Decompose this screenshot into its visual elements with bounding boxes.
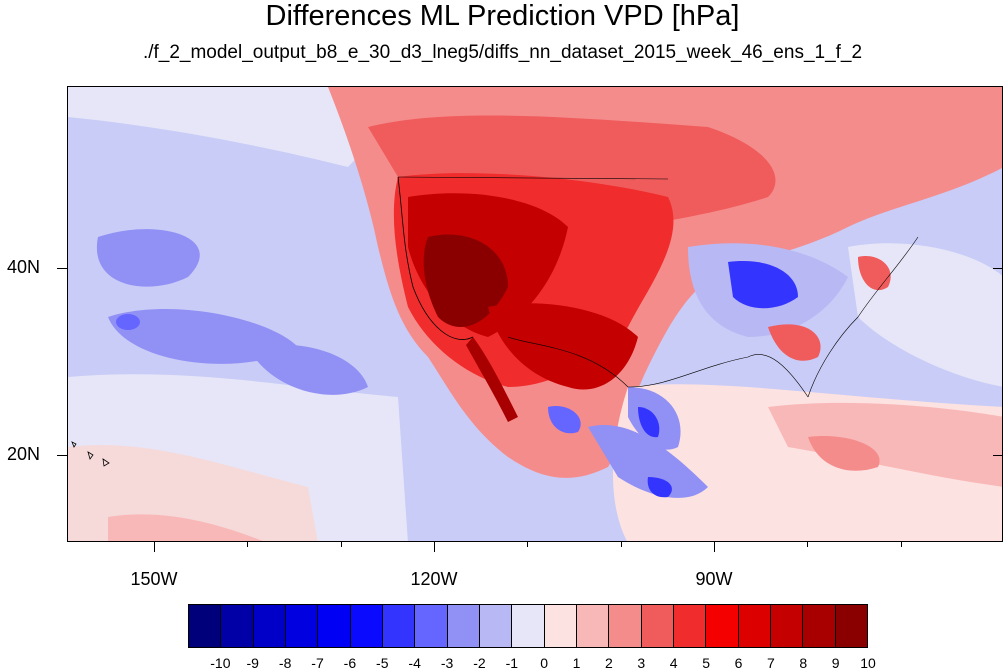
x-minor-tick — [527, 542, 528, 547]
field-pale-north — [68, 87, 377, 167]
lon-label-150w: 150W — [130, 569, 178, 589]
field-pink-sw — [108, 514, 263, 541]
field-pink-caribbean — [768, 402, 1002, 487]
east-coastline — [807, 236, 919, 398]
colorbar-label: 8 — [799, 655, 808, 671]
colorbar-label: -4 — [408, 655, 421, 671]
colorbar-label: -2 — [473, 655, 486, 671]
colorbar-label: 2 — [605, 655, 613, 671]
x-minor-tick — [247, 542, 248, 547]
gulf-coastline — [627, 354, 809, 398]
colorbar-label: 7 — [766, 655, 775, 671]
colorbar-label: -1 — [505, 655, 519, 671]
lon-label-120w: 120W — [410, 569, 458, 589]
colorbar-swatch — [189, 605, 222, 647]
field-blue-patch-1 — [96, 229, 200, 287]
colorbar-swatch — [770, 605, 804, 647]
lat-label-40n: 40N — [6, 257, 40, 277]
colorbar-label: 1 — [572, 655, 581, 671]
field-blue-core — [116, 314, 140, 330]
field-blue-patch-3 — [248, 344, 368, 395]
colorbar-swatch — [382, 605, 416, 647]
colorbar-swatch — [835, 605, 867, 647]
colorbar-swatch — [221, 605, 254, 647]
colorbar-swatch — [641, 605, 674, 647]
colorbar-label: -7 — [311, 655, 324, 671]
colorbar-label: -6 — [343, 655, 357, 671]
y-major-tick-right — [993, 455, 1003, 456]
x-major-tick — [714, 542, 715, 552]
field-blue-pacific-coast — [548, 406, 581, 434]
field-blue-mexico-core — [647, 477, 672, 498]
colorbar-swatch — [544, 605, 577, 647]
vpd-difference-field — [68, 87, 1002, 541]
colorbar-swatch — [415, 605, 448, 647]
hawaii-islands — [71, 441, 110, 467]
colorbar-swatch — [576, 605, 610, 647]
colorbar-swatch — [673, 605, 707, 647]
x-minor-tick — [807, 542, 808, 547]
us-canada-border — [397, 176, 669, 180]
colorbar-label: -5 — [376, 655, 389, 671]
colorbar-swatch — [512, 605, 545, 647]
colorbar-label: -10 — [210, 655, 231, 671]
field-blue-core-east — [728, 261, 798, 309]
colorbar-label: 10 — [860, 655, 876, 671]
colorbar-swatch — [447, 605, 480, 647]
colorbar-label: -8 — [278, 655, 292, 671]
field-red-east-coast — [858, 256, 891, 291]
x-major-tick — [154, 542, 155, 552]
map-title: Differences ML Prediction VPD [hPa] — [265, 0, 740, 32]
colorbar-swatch — [706, 605, 739, 647]
lon-label-90w: 90W — [695, 569, 733, 589]
colorbar-swatch — [803, 605, 836, 647]
field-red-southeast — [768, 324, 821, 361]
x-minor-tick — [621, 542, 622, 547]
field-baja-streak — [466, 337, 518, 422]
field-blue-mexico — [588, 425, 708, 498]
field-max-red-core — [423, 234, 508, 327]
colorbar-swatch — [609, 605, 642, 647]
colorbar-label: 3 — [637, 655, 646, 671]
lat-label-20n: 20N — [6, 444, 40, 464]
x-minor-tick — [901, 542, 902, 547]
map-plot-area — [67, 86, 1003, 542]
colorbar-label: -3 — [440, 655, 454, 671]
field-blue-gulf-core — [638, 407, 660, 438]
colorbar-label: -9 — [246, 655, 259, 671]
colorbar-swatch — [318, 605, 351, 647]
colorbar — [188, 604, 868, 648]
y-major-tick — [57, 455, 67, 456]
colorbar-swatch — [479, 605, 513, 647]
colorbar-swatch — [738, 605, 771, 647]
west-coastline — [397, 176, 474, 340]
colorbar-label: 4 — [669, 655, 678, 671]
field-red-caribbean — [808, 436, 880, 471]
colorbar-label: 9 — [831, 655, 840, 671]
colorbar-label: 6 — [734, 655, 743, 671]
y-major-tick — [57, 268, 67, 269]
map-subtitle: ./f_2_model_output_b8_e_30_d3_lneg5/diff… — [142, 42, 863, 63]
colorbar-label: 0 — [540, 655, 549, 671]
field-dark-red-south — [488, 303, 638, 390]
y-major-tick-right — [993, 268, 1003, 269]
x-minor-tick — [341, 542, 342, 547]
us-mexico-border — [507, 336, 629, 388]
colorbar-swatch — [350, 605, 383, 647]
colorbar-label: 5 — [702, 655, 710, 671]
colorbar-swatch — [285, 605, 319, 647]
x-major-tick — [434, 542, 435, 552]
colorbar-swatch — [253, 605, 286, 647]
